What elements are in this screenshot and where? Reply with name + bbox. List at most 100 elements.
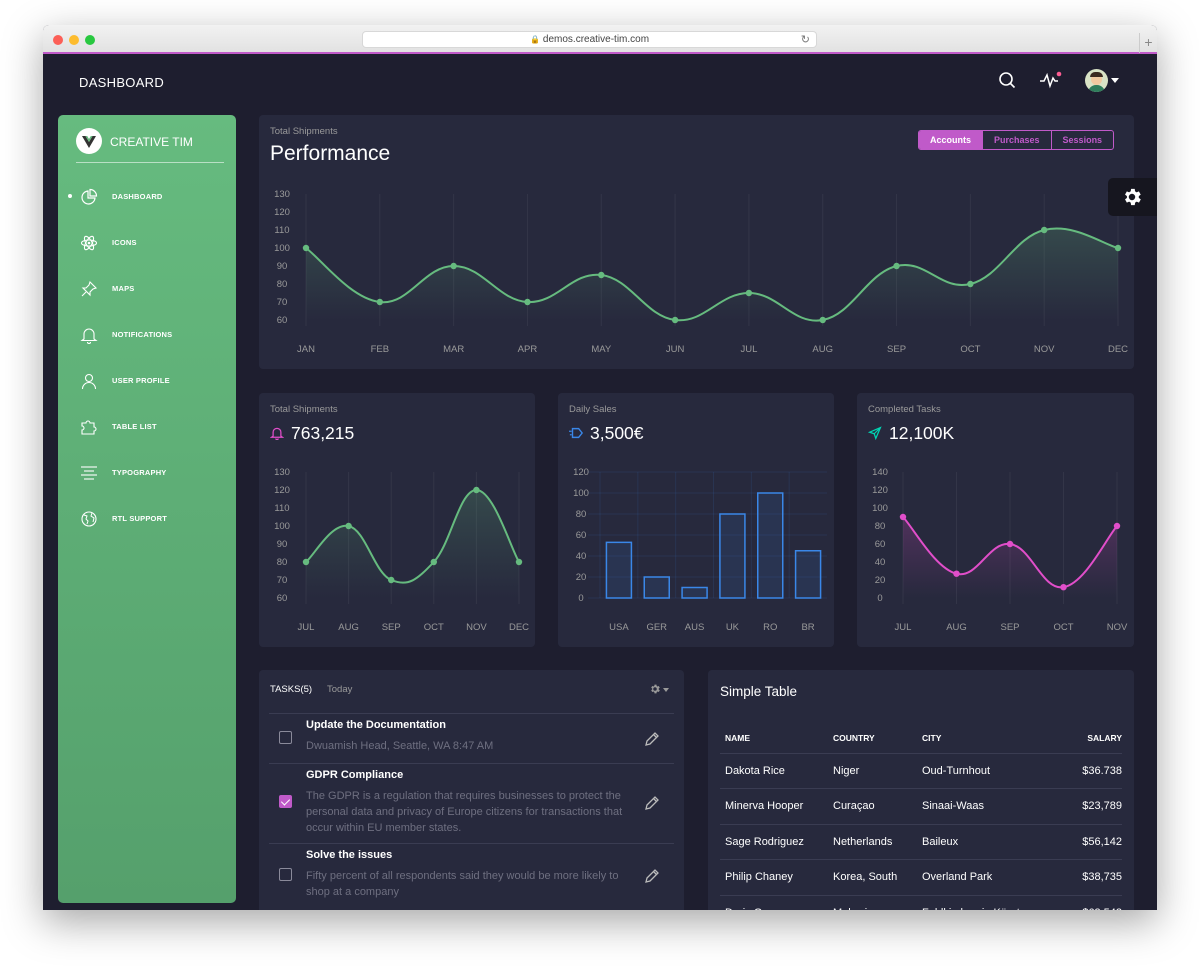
y-tick-label: 40 xyxy=(875,557,886,568)
data-point-nov xyxy=(1040,226,1048,234)
task-checkbox[interactable] xyxy=(279,731,292,744)
y-tick-label: 60 xyxy=(875,539,886,550)
x-tick-label: AUS xyxy=(685,622,705,633)
x-tick-label: NOV xyxy=(1034,344,1055,355)
series-area xyxy=(903,517,1117,598)
data-point-oct xyxy=(967,280,974,288)
data-point-dec xyxy=(515,558,523,566)
pin-icon xyxy=(81,280,98,297)
y-tick-label: 90 xyxy=(277,539,288,550)
sidebar-logo[interactable]: CREATIVE TIM xyxy=(76,128,224,163)
table-row: Dakota Rice Niger Oud-Turnhout $36.738 xyxy=(720,753,1122,789)
x-tick-label: BR xyxy=(801,622,814,633)
cell-salary: $38,735 xyxy=(1062,859,1122,896)
sidebar-item-rtl-support[interactable]: RTL SUPPORT xyxy=(58,504,236,534)
y-tick-label: 0 xyxy=(578,593,583,604)
task-checkbox[interactable] xyxy=(279,868,292,881)
series-line xyxy=(305,227,1119,322)
y-tick-label: 100 xyxy=(573,488,589,499)
tab-sessions[interactable]: Sessions xyxy=(1050,131,1114,149)
tasks-header: TASKS(5) xyxy=(270,684,313,695)
sidebar-item-label: USER PROFILE xyxy=(112,376,170,385)
sidebar-item-maps[interactable]: MAPS xyxy=(58,274,236,304)
bell-icon xyxy=(80,328,98,344)
y-tick-label: 120 xyxy=(573,467,589,478)
data-point-jul xyxy=(302,558,310,566)
active-indicator xyxy=(68,194,72,198)
avatar[interactable] xyxy=(1085,69,1108,92)
edit-pencil-icon[interactable] xyxy=(644,731,660,747)
shipments-chart: 60 70 80 90 100 110 120 130 JUL AUG SEP OCT NOV DEC xyxy=(274,467,529,633)
edit-pencil-icon[interactable] xyxy=(644,868,660,884)
sidebar-item-user-profile[interactable]: USER PROFILE xyxy=(58,366,236,396)
tab-accounts[interactable]: Accounts xyxy=(919,131,983,149)
sidebar-item-typography[interactable]: TYPOGRAPHY xyxy=(58,458,236,488)
bar-br xyxy=(794,550,822,599)
sidebar-item-label: TABLE LIST xyxy=(112,422,157,431)
y-tick-label: 60 xyxy=(277,315,288,326)
data-point-aug xyxy=(345,522,352,530)
search-icon[interactable] xyxy=(998,71,1016,89)
vue-logo-icon xyxy=(76,128,102,154)
simple-table: NAME COUNTRY CITY SALARY Dakota Rice Nig… xyxy=(720,723,1122,910)
bar-uk xyxy=(719,513,746,599)
cell-city: Feldkirchen in Kärnten xyxy=(917,895,1062,910)
y-tick-label: 130 xyxy=(274,467,290,478)
sidebar-item-label: NOTIFICATIONS xyxy=(112,330,173,339)
daily-sales-card: Daily Sales 3,500€ 0 20 40 60 80 100 120 USA GER… xyxy=(558,393,834,647)
task-item: Solve the issues Fifty percent of all re… xyxy=(269,843,674,910)
task-item: GDPR Compliance The GDPR is a regulation… xyxy=(269,763,674,843)
delivery-fast-icon xyxy=(569,427,584,439)
close-window-button[interactable] xyxy=(53,35,63,45)
data-point-apr xyxy=(524,298,531,306)
cell-country: Curaçao xyxy=(828,788,917,825)
card-category: Completed Tasks xyxy=(868,404,941,415)
new-tab-button[interactable]: + xyxy=(1139,33,1157,53)
data-point-aug xyxy=(819,316,826,324)
x-tick-label: NOV xyxy=(466,622,487,633)
sidebar: CREATIVE TIM DASHBOARD ICONS MAPS NOTIFI… xyxy=(58,115,236,903)
settings-button[interactable] xyxy=(1108,178,1157,216)
y-tick-label: 80 xyxy=(277,279,288,290)
cell-city: Sinaai-Waas xyxy=(917,788,1062,825)
sidebar-item-notifications[interactable]: NOTIFICATIONS xyxy=(58,320,236,350)
gear-icon xyxy=(651,684,660,694)
tasks-settings-dropdown[interactable] xyxy=(649,683,671,697)
y-tick-label: 110 xyxy=(274,503,289,514)
atom-icon xyxy=(80,235,98,251)
x-tick-label: OCT xyxy=(960,344,980,355)
shipments-card: Total Shipments 763,215 60 70 80 90 100 110 12… xyxy=(259,393,535,647)
y-tick-label: 100 xyxy=(872,503,888,514)
chevron-down-icon[interactable] xyxy=(1111,78,1119,84)
y-tick-label: 120 xyxy=(872,485,888,496)
x-tick-label: UK xyxy=(726,622,740,633)
bar-usa xyxy=(605,541,633,599)
sidebar-item-dashboard[interactable]: DASHBOARD xyxy=(58,182,236,212)
column-header-name: NAME xyxy=(720,723,828,754)
data-point-nov xyxy=(1113,522,1121,530)
cell-country: Korea, South xyxy=(828,859,917,896)
navbar-brand[interactable]: DASHBOARD xyxy=(79,75,165,90)
card-value: 763,215 xyxy=(291,423,355,443)
reload-icon[interactable]: ↻ xyxy=(800,34,810,46)
activity-icon[interactable] xyxy=(1039,71,1063,89)
sidebar-item-label: DASHBOARD xyxy=(112,192,163,201)
edit-pencil-icon[interactable] xyxy=(644,795,660,811)
sidebar-item-table-list[interactable]: TABLE LIST xyxy=(58,412,236,442)
cell-city: Baileux xyxy=(917,824,1062,860)
align-center-icon xyxy=(81,466,97,480)
data-point-jun xyxy=(671,316,679,324)
task-checkbox[interactable] xyxy=(279,795,292,808)
x-tick-label: DEC xyxy=(1108,344,1128,355)
tab-purchases[interactable]: Purchases xyxy=(982,131,1051,149)
chart-pie-icon xyxy=(81,188,98,205)
x-tick-label: SEP xyxy=(382,622,401,633)
maximize-window-button[interactable] xyxy=(85,35,95,45)
x-tick-label: RO xyxy=(763,622,777,633)
sidebar-item-label: ICONS xyxy=(112,238,137,247)
minimize-window-button[interactable] xyxy=(69,35,79,45)
card-value: 3,500€ xyxy=(590,423,644,443)
sidebar-item-icons[interactable]: ICONS xyxy=(58,228,236,258)
performance-chart: 60 70 80 90 100 110 120 130 JAN FEB MAR APR MAY JUN JU… xyxy=(274,189,1128,355)
address-bar[interactable]: 🔒 demos.creative-tim.com ↻ xyxy=(362,31,817,48)
